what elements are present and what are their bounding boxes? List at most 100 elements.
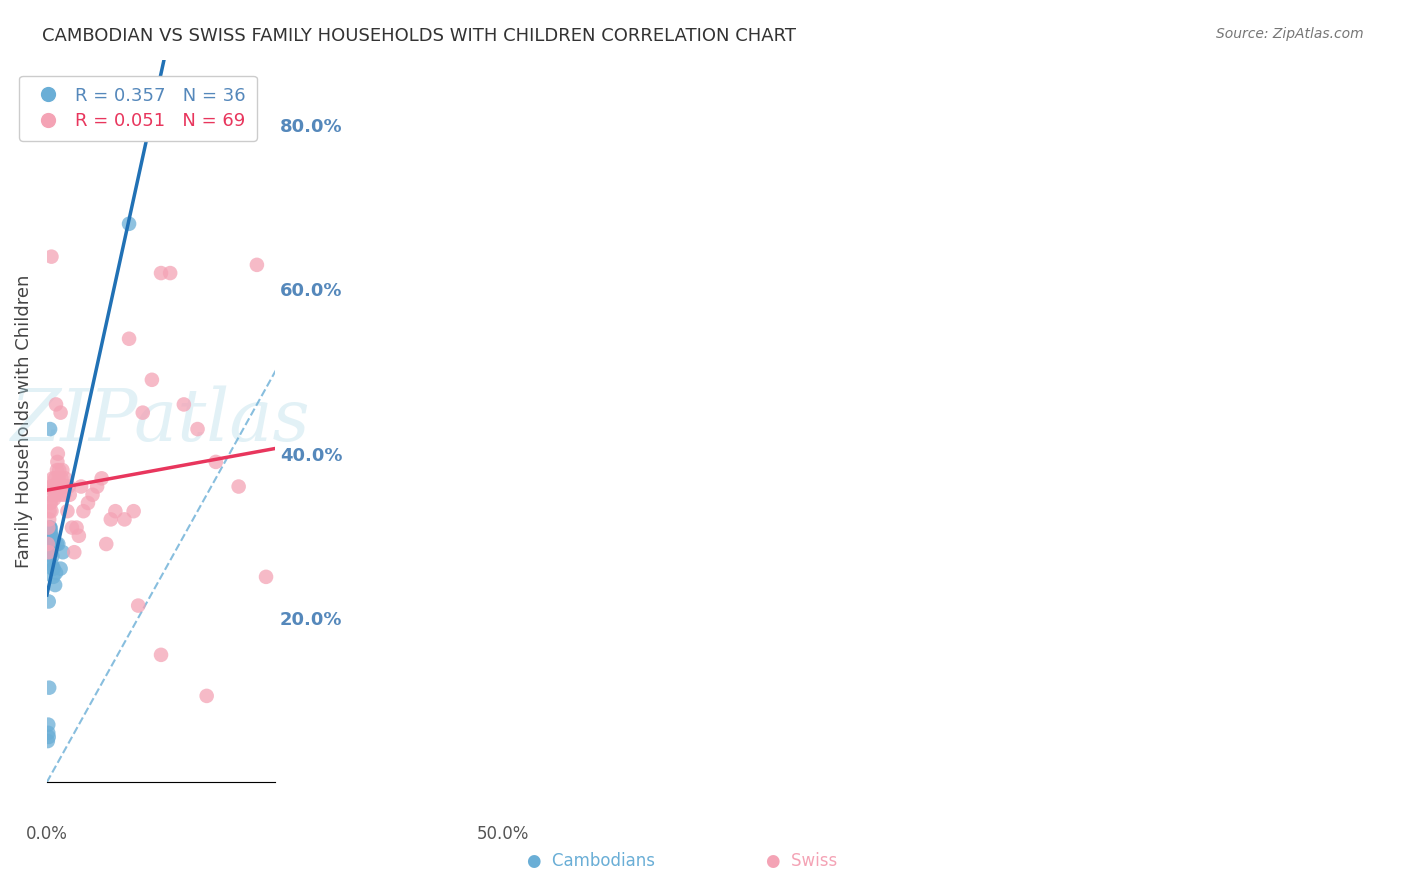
- Point: [51, 463, 73, 477]
- Point: [49, 561, 72, 575]
- Point: [141, 373, 163, 387]
- Point: [63, 545, 86, 559]
- Point: [52, 479, 75, 493]
- Point: [173, 397, 195, 411]
- Point: [45, 479, 67, 493]
- Point: [38, 537, 60, 551]
- Point: [67, 529, 90, 543]
- Point: [38, 553, 60, 567]
- Point: [37, 717, 59, 731]
- Point: [39, 520, 62, 534]
- Point: [41, 250, 63, 264]
- Point: [37, 537, 59, 551]
- Point: [41, 537, 63, 551]
- Point: [246, 258, 269, 272]
- Point: [38, 504, 60, 518]
- Point: [46, 455, 69, 469]
- Point: [150, 648, 173, 662]
- Point: [44, 491, 66, 506]
- Point: [45, 463, 67, 477]
- Point: [48, 479, 70, 493]
- Point: [65, 520, 87, 534]
- Point: [96, 537, 118, 551]
- Point: [48, 471, 70, 485]
- Point: [39, 529, 62, 543]
- Point: [72, 504, 94, 518]
- Point: [38, 730, 60, 744]
- Point: [60, 520, 83, 534]
- Point: [41, 504, 63, 518]
- Point: [39, 537, 62, 551]
- Point: [58, 479, 80, 493]
- Point: [39, 520, 62, 534]
- Point: [41, 558, 63, 572]
- Point: [204, 455, 226, 469]
- Point: [39, 422, 62, 436]
- Point: [44, 537, 66, 551]
- Point: [90, 471, 112, 485]
- Point: [39, 496, 62, 510]
- Point: [46, 537, 69, 551]
- Text: ●  Swiss: ● Swiss: [766, 852, 837, 870]
- Point: [39, 524, 62, 539]
- Point: [51, 471, 73, 485]
- Point: [37, 726, 59, 740]
- Point: [42, 479, 65, 493]
- Point: [45, 488, 67, 502]
- Point: [70, 479, 93, 493]
- Point: [114, 512, 136, 526]
- Point: [118, 217, 141, 231]
- Point: [254, 570, 277, 584]
- Point: [118, 332, 141, 346]
- Point: [38, 541, 60, 555]
- Text: Source: ZipAtlas.com: Source: ZipAtlas.com: [1216, 27, 1364, 41]
- Point: [42, 570, 65, 584]
- Point: [39, 529, 62, 543]
- Point: [45, 566, 67, 580]
- Point: [187, 422, 209, 436]
- Point: [52, 545, 75, 559]
- Point: [38, 594, 60, 608]
- Point: [45, 537, 67, 551]
- Point: [39, 496, 62, 510]
- Point: [77, 496, 100, 510]
- Point: [49, 488, 72, 502]
- Point: [38, 512, 60, 526]
- Point: [49, 406, 72, 420]
- Point: [39, 533, 62, 547]
- Point: [38, 529, 60, 543]
- Point: [53, 488, 76, 502]
- Point: [45, 397, 67, 411]
- Point: [37, 734, 59, 748]
- Point: [41, 488, 63, 502]
- Point: [150, 266, 173, 280]
- Point: [122, 504, 145, 518]
- Point: [41, 529, 63, 543]
- Text: 50.0%: 50.0%: [477, 825, 530, 844]
- Point: [38, 533, 60, 547]
- Point: [104, 504, 127, 518]
- Point: [132, 406, 155, 420]
- Point: [45, 483, 67, 498]
- Point: [46, 475, 69, 490]
- Point: [86, 479, 108, 493]
- Text: ●  Cambodians: ● Cambodians: [526, 852, 655, 870]
- Text: CAMBODIAN VS SWISS FAMILY HOUSEHOLDS WITH CHILDREN CORRELATION CHART: CAMBODIAN VS SWISS FAMILY HOUSEHOLDS WIT…: [42, 27, 796, 45]
- Point: [38, 545, 60, 559]
- Point: [42, 561, 65, 575]
- Point: [195, 689, 218, 703]
- Point: [48, 463, 70, 477]
- Point: [44, 578, 66, 592]
- Point: [42, 561, 65, 575]
- Point: [53, 471, 76, 485]
- Point: [37, 520, 59, 534]
- Point: [82, 488, 104, 502]
- Text: 0.0%: 0.0%: [25, 825, 67, 844]
- Point: [41, 545, 63, 559]
- Point: [38, 520, 60, 534]
- Point: [38, 681, 60, 695]
- Text: ZIPatlas: ZIPatlas: [11, 385, 311, 456]
- Point: [127, 599, 149, 613]
- Y-axis label: Family Households with Children: Family Households with Children: [15, 274, 32, 567]
- Point: [41, 479, 63, 493]
